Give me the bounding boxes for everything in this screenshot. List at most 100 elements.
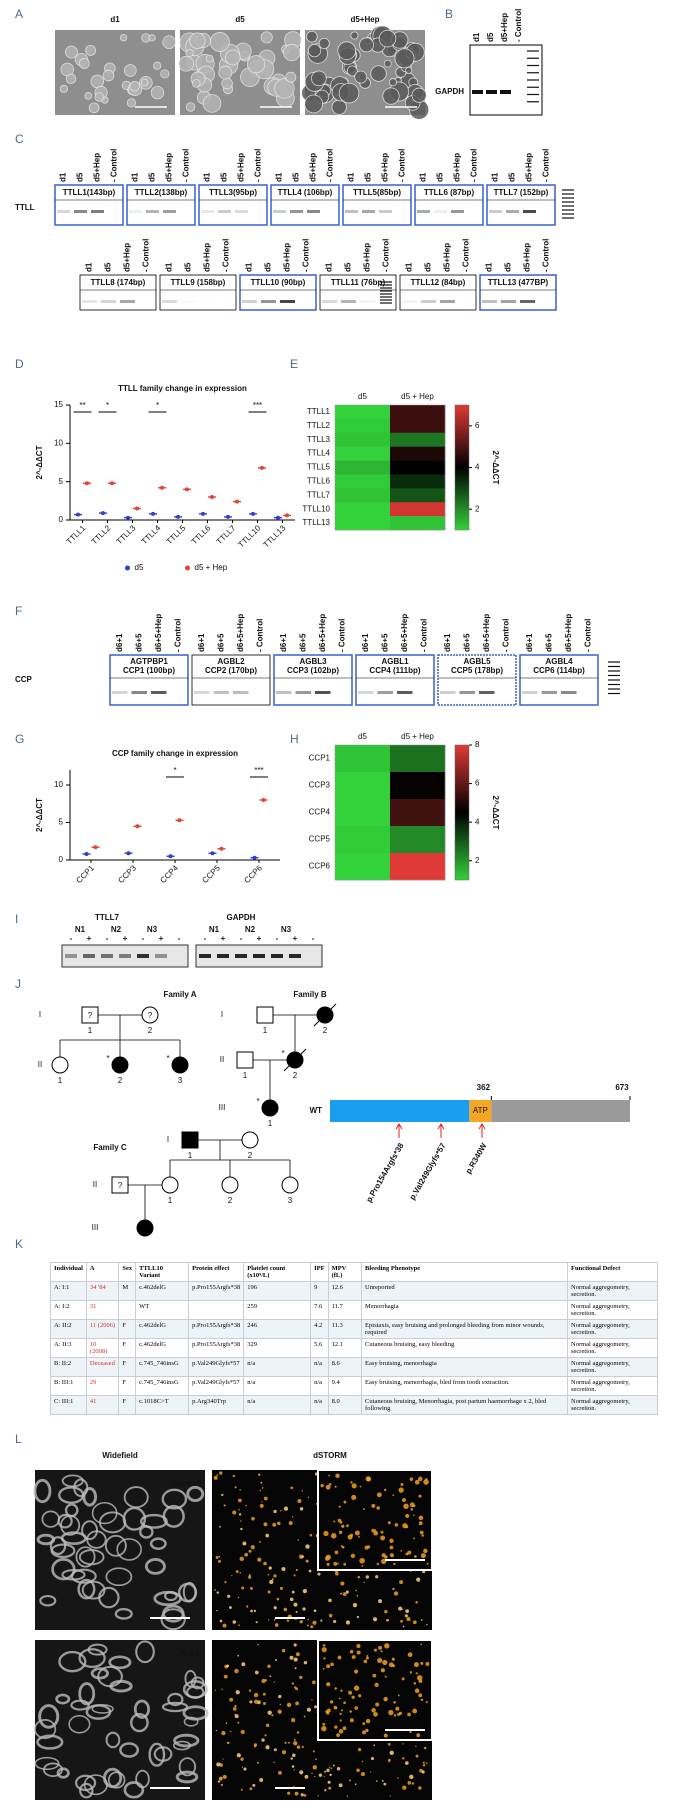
- header-cell: Bleeding Phenotype: [361, 1262, 568, 1282]
- table-cell: B: II:2: [50, 1357, 87, 1377]
- localization: [234, 1714, 239, 1719]
- protein-region: [330, 1100, 470, 1122]
- localization: [234, 1705, 237, 1708]
- table-cell: 246: [243, 1319, 312, 1339]
- point: [85, 481, 89, 486]
- platelet: [34, 1756, 60, 1771]
- localization: [219, 1776, 223, 1780]
- significance: *: [106, 401, 109, 410]
- localization: [404, 1761, 409, 1765]
- localization: [334, 1725, 338, 1729]
- localization: [250, 1545, 255, 1550]
- cell: [88, 102, 100, 114]
- x-tick-label: TTLL1: [65, 523, 88, 546]
- family-label: TTLL: [15, 203, 35, 212]
- cell: [359, 37, 374, 53]
- lane-label: d6+1: [279, 633, 288, 652]
- cell: [153, 61, 162, 70]
- localization: [321, 1647, 327, 1653]
- gel-band: [261, 300, 276, 303]
- platelet: [61, 1474, 84, 1488]
- individual-number: 1: [268, 1119, 273, 1128]
- localization: [366, 1654, 369, 1657]
- localization: [278, 1694, 282, 1699]
- platelet: [64, 1503, 79, 1518]
- localization: [398, 1487, 404, 1493]
- localization: [362, 1722, 366, 1726]
- localization: [342, 1726, 347, 1731]
- lane-label: d1: [85, 262, 94, 272]
- gel-band: [194, 691, 210, 694]
- treatment-label: +: [257, 934, 262, 943]
- table-cell: Normal aggregometry, secretion.: [567, 1281, 658, 1301]
- gel-box: [198, 184, 268, 226]
- gene-label: AGBL2: [217, 657, 245, 666]
- localization: [365, 1718, 371, 1724]
- lane-label: - Control: [255, 619, 264, 652]
- cell: [119, 34, 128, 42]
- table-cell: 5.6: [310, 1338, 329, 1358]
- localization: [240, 1520, 242, 1522]
- localization: [353, 1669, 359, 1674]
- lane-label: - Control: [470, 149, 479, 182]
- point: [84, 852, 89, 856]
- localization: [271, 1714, 274, 1717]
- lane-label: d6+5+Hep: [564, 614, 573, 652]
- gene-label: CCP4 (111bp): [369, 666, 420, 675]
- localization: [300, 1793, 304, 1797]
- male-symbol: [81, 1006, 99, 1024]
- platelet: [68, 1714, 91, 1734]
- generation-label: I: [221, 1010, 223, 1019]
- localization: [330, 1767, 333, 1770]
- localization: [377, 1657, 383, 1664]
- localization: [364, 1545, 369, 1550]
- lane-label: d6+5+Hep: [400, 614, 409, 652]
- legend-label: d5: [135, 563, 144, 572]
- table-cell: Normal aggregometry, secretion.: [567, 1357, 658, 1377]
- localization: [305, 1544, 310, 1549]
- point: [126, 851, 131, 856]
- localization: [326, 1562, 330, 1566]
- platelet: [178, 1757, 197, 1777]
- lane-label: d6+5+Hep: [318, 614, 327, 652]
- localization: [418, 1476, 423, 1482]
- localization: [340, 1689, 343, 1692]
- heat-cell: [390, 488, 446, 503]
- localization: [265, 1745, 270, 1750]
- lane-label: d6+5: [544, 633, 553, 652]
- localization: [374, 1682, 379, 1688]
- table-cell: A: II:2: [50, 1319, 87, 1339]
- localization: [221, 1493, 224, 1497]
- localization: [237, 1654, 240, 1657]
- localization: [269, 1675, 272, 1678]
- female-symbol: [241, 1131, 259, 1149]
- localization: [359, 1485, 362, 1488]
- localization: [370, 1771, 372, 1773]
- platelet: [85, 1704, 112, 1720]
- localization: [415, 1745, 417, 1747]
- localization: [375, 1780, 378, 1782]
- table-cell: WT: [135, 1300, 190, 1320]
- patient-table-wrap: Individual A Sex TTLL10 Variant Protein effe…: [50, 1262, 658, 1415]
- table-cell: p.Pro155Argfs*38: [188, 1338, 245, 1358]
- localization: [371, 1528, 376, 1533]
- localization: [384, 1555, 388, 1559]
- gel-box: [191, 654, 271, 706]
- header-cell: Functional Defect: [567, 1262, 658, 1282]
- lane-label: d1: [472, 32, 481, 42]
- platelet: [34, 1719, 57, 1740]
- y-tick-label: 0: [59, 855, 64, 864]
- localization: [269, 1579, 274, 1585]
- table-cell: p.Val249Glyfs*57: [188, 1357, 245, 1377]
- x-tick-label: TTLL10: [237, 523, 263, 549]
- table-cell: 196: [243, 1281, 312, 1301]
- localization: [328, 1483, 332, 1486]
- localization: [296, 1745, 301, 1749]
- localization: [415, 1754, 419, 1758]
- localization: [248, 1549, 252, 1553]
- table-cell: c.462delG: [135, 1281, 190, 1301]
- localization: [267, 1590, 271, 1594]
- localization: [229, 1730, 232, 1733]
- table-cell: 259: [243, 1300, 312, 1320]
- lane-label: - Control: [110, 149, 119, 182]
